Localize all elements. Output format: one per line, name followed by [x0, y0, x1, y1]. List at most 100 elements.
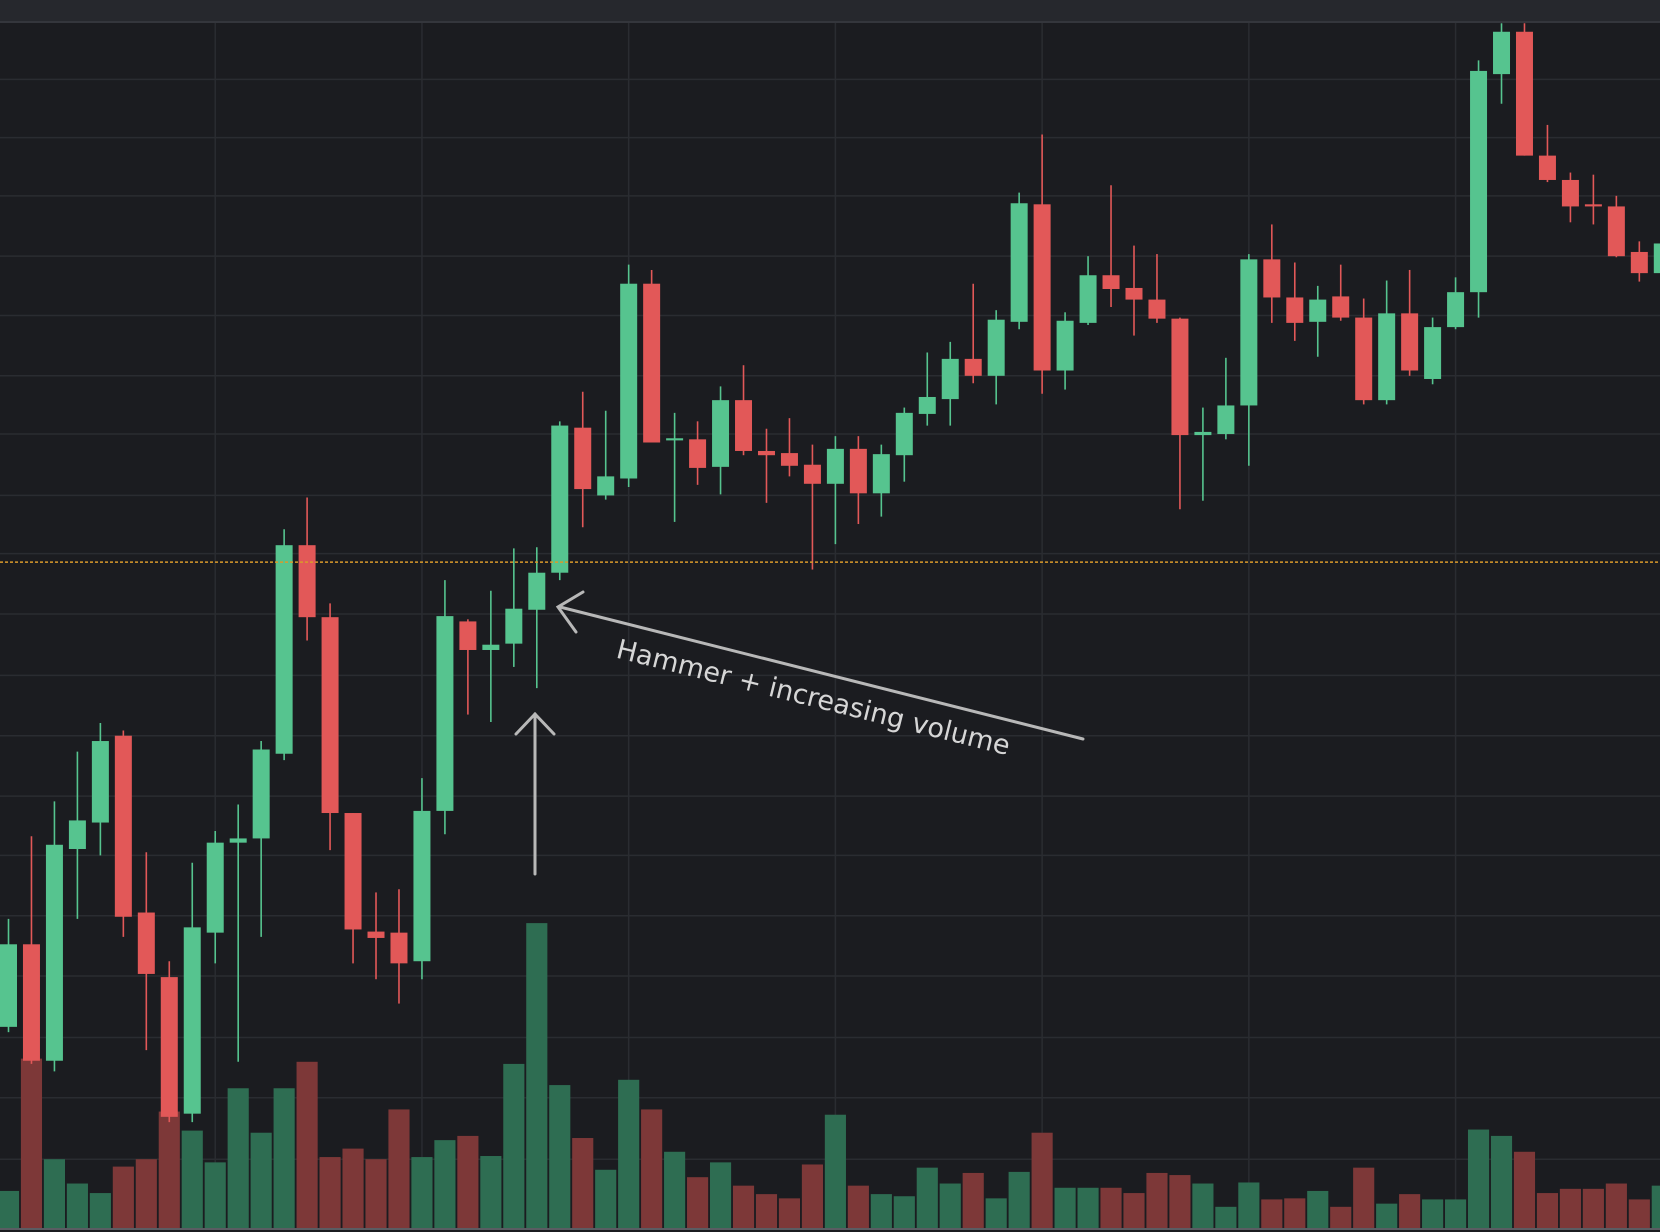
candle-body	[1515, 31, 1533, 156]
candle-body	[735, 400, 753, 451]
candle-body	[1355, 317, 1373, 401]
candle-body	[872, 454, 890, 494]
volume-bar	[319, 1157, 341, 1228]
candle-body	[1125, 287, 1143, 300]
volume-bar	[1582, 1188, 1604, 1228]
candle-body	[1653, 243, 1660, 274]
candle-body	[183, 927, 201, 1114]
candle-body	[367, 931, 385, 938]
volume-bar	[480, 1156, 502, 1228]
candle-body	[620, 283, 638, 479]
volume-bar	[158, 1111, 180, 1228]
candle-body	[849, 448, 867, 494]
candle-body	[1286, 297, 1304, 323]
volume-bar	[732, 1185, 755, 1228]
volume-bar	[1330, 1206, 1352, 1228]
diagonal-arrow	[558, 605, 1085, 741]
volume-bar	[1513, 1151, 1536, 1228]
candle-body	[321, 617, 339, 814]
candle-body	[114, 735, 132, 917]
volume-bar	[824, 1114, 846, 1228]
top-bar	[0, 0, 1660, 22]
volume-bar	[1123, 1193, 1145, 1228]
candle-body	[91, 741, 109, 823]
volume-bar	[1008, 1171, 1030, 1228]
volume-bar	[916, 1167, 938, 1228]
volume-bar	[526, 923, 548, 1228]
candle-body	[1194, 431, 1212, 436]
candle-body	[1447, 292, 1465, 328]
volume-bar	[1536, 1193, 1559, 1228]
volume-bar	[893, 1196, 915, 1228]
volume-bar	[365, 1159, 387, 1228]
volume-bar	[847, 1185, 869, 1228]
volume-bar	[0, 1190, 20, 1228]
volume-bar	[572, 1138, 594, 1228]
volume-bar	[89, 1193, 111, 1228]
volume-bar	[1100, 1187, 1122, 1228]
vertical-arrow-head	[514, 711, 556, 736]
volume-bar	[778, 1198, 801, 1228]
annotation-arrows	[514, 590, 1085, 876]
volume-bar	[1238, 1182, 1260, 1228]
candle-body	[1217, 405, 1235, 435]
volume-bar	[411, 1157, 433, 1228]
volume-bar	[250, 1132, 272, 1228]
candle-body	[1378, 313, 1396, 401]
volume-bar	[1192, 1183, 1214, 1228]
volume-bar	[618, 1079, 640, 1228]
candle-body	[918, 396, 936, 414]
candle-body	[780, 453, 798, 466]
candle-body	[68, 820, 86, 850]
candle-body	[1240, 259, 1258, 406]
volume-bar	[755, 1194, 778, 1228]
volume-bar	[1445, 1199, 1467, 1228]
volume-bar	[1628, 1199, 1650, 1228]
candle-body	[1584, 204, 1602, 207]
volume-bar	[342, 1148, 364, 1228]
volume-bar	[43, 1159, 66, 1228]
candle-body	[298, 545, 316, 618]
candle-body	[1309, 299, 1327, 322]
volume-bar	[181, 1130, 203, 1228]
diagonal-arrow-head	[555, 590, 585, 634]
volume-bar	[1605, 1183, 1627, 1228]
candle-body	[551, 425, 569, 573]
volume-bar	[595, 1169, 617, 1228]
candle-body	[252, 749, 270, 839]
candle-body	[712, 400, 730, 467]
volume-bar	[388, 1109, 410, 1228]
candle-body	[413, 810, 431, 962]
volume-bar	[801, 1164, 823, 1228]
volume-bar	[1054, 1187, 1076, 1228]
candle-body	[1056, 320, 1074, 371]
candles	[0, 23, 1660, 1123]
volume-bar	[20, 1058, 43, 1228]
candle-body	[45, 844, 63, 1061]
candle-body	[643, 283, 661, 443]
candle-body	[137, 912, 155, 974]
volume-bar	[457, 1135, 479, 1228]
volume-bar	[273, 1088, 295, 1228]
volume-bar	[296, 1061, 318, 1228]
candle-body	[160, 977, 178, 1117]
candle-body	[574, 427, 592, 490]
candle-body	[482, 644, 500, 650]
volume-bar	[664, 1151, 686, 1228]
candle-body	[964, 358, 982, 376]
volume-bar	[870, 1194, 892, 1228]
candle-body	[1033, 204, 1051, 371]
candle-body	[459, 621, 477, 650]
volume-bar	[1077, 1187, 1099, 1228]
volume-bar	[204, 1162, 226, 1228]
candle-body	[803, 464, 821, 484]
candle-body	[1148, 299, 1166, 319]
candle-body	[1079, 275, 1097, 323]
volume-bar	[1307, 1190, 1329, 1228]
candle-body	[505, 608, 523, 644]
volume-bar	[1422, 1199, 1444, 1228]
candle-body	[390, 932, 408, 964]
candle-body	[1102, 275, 1120, 290]
